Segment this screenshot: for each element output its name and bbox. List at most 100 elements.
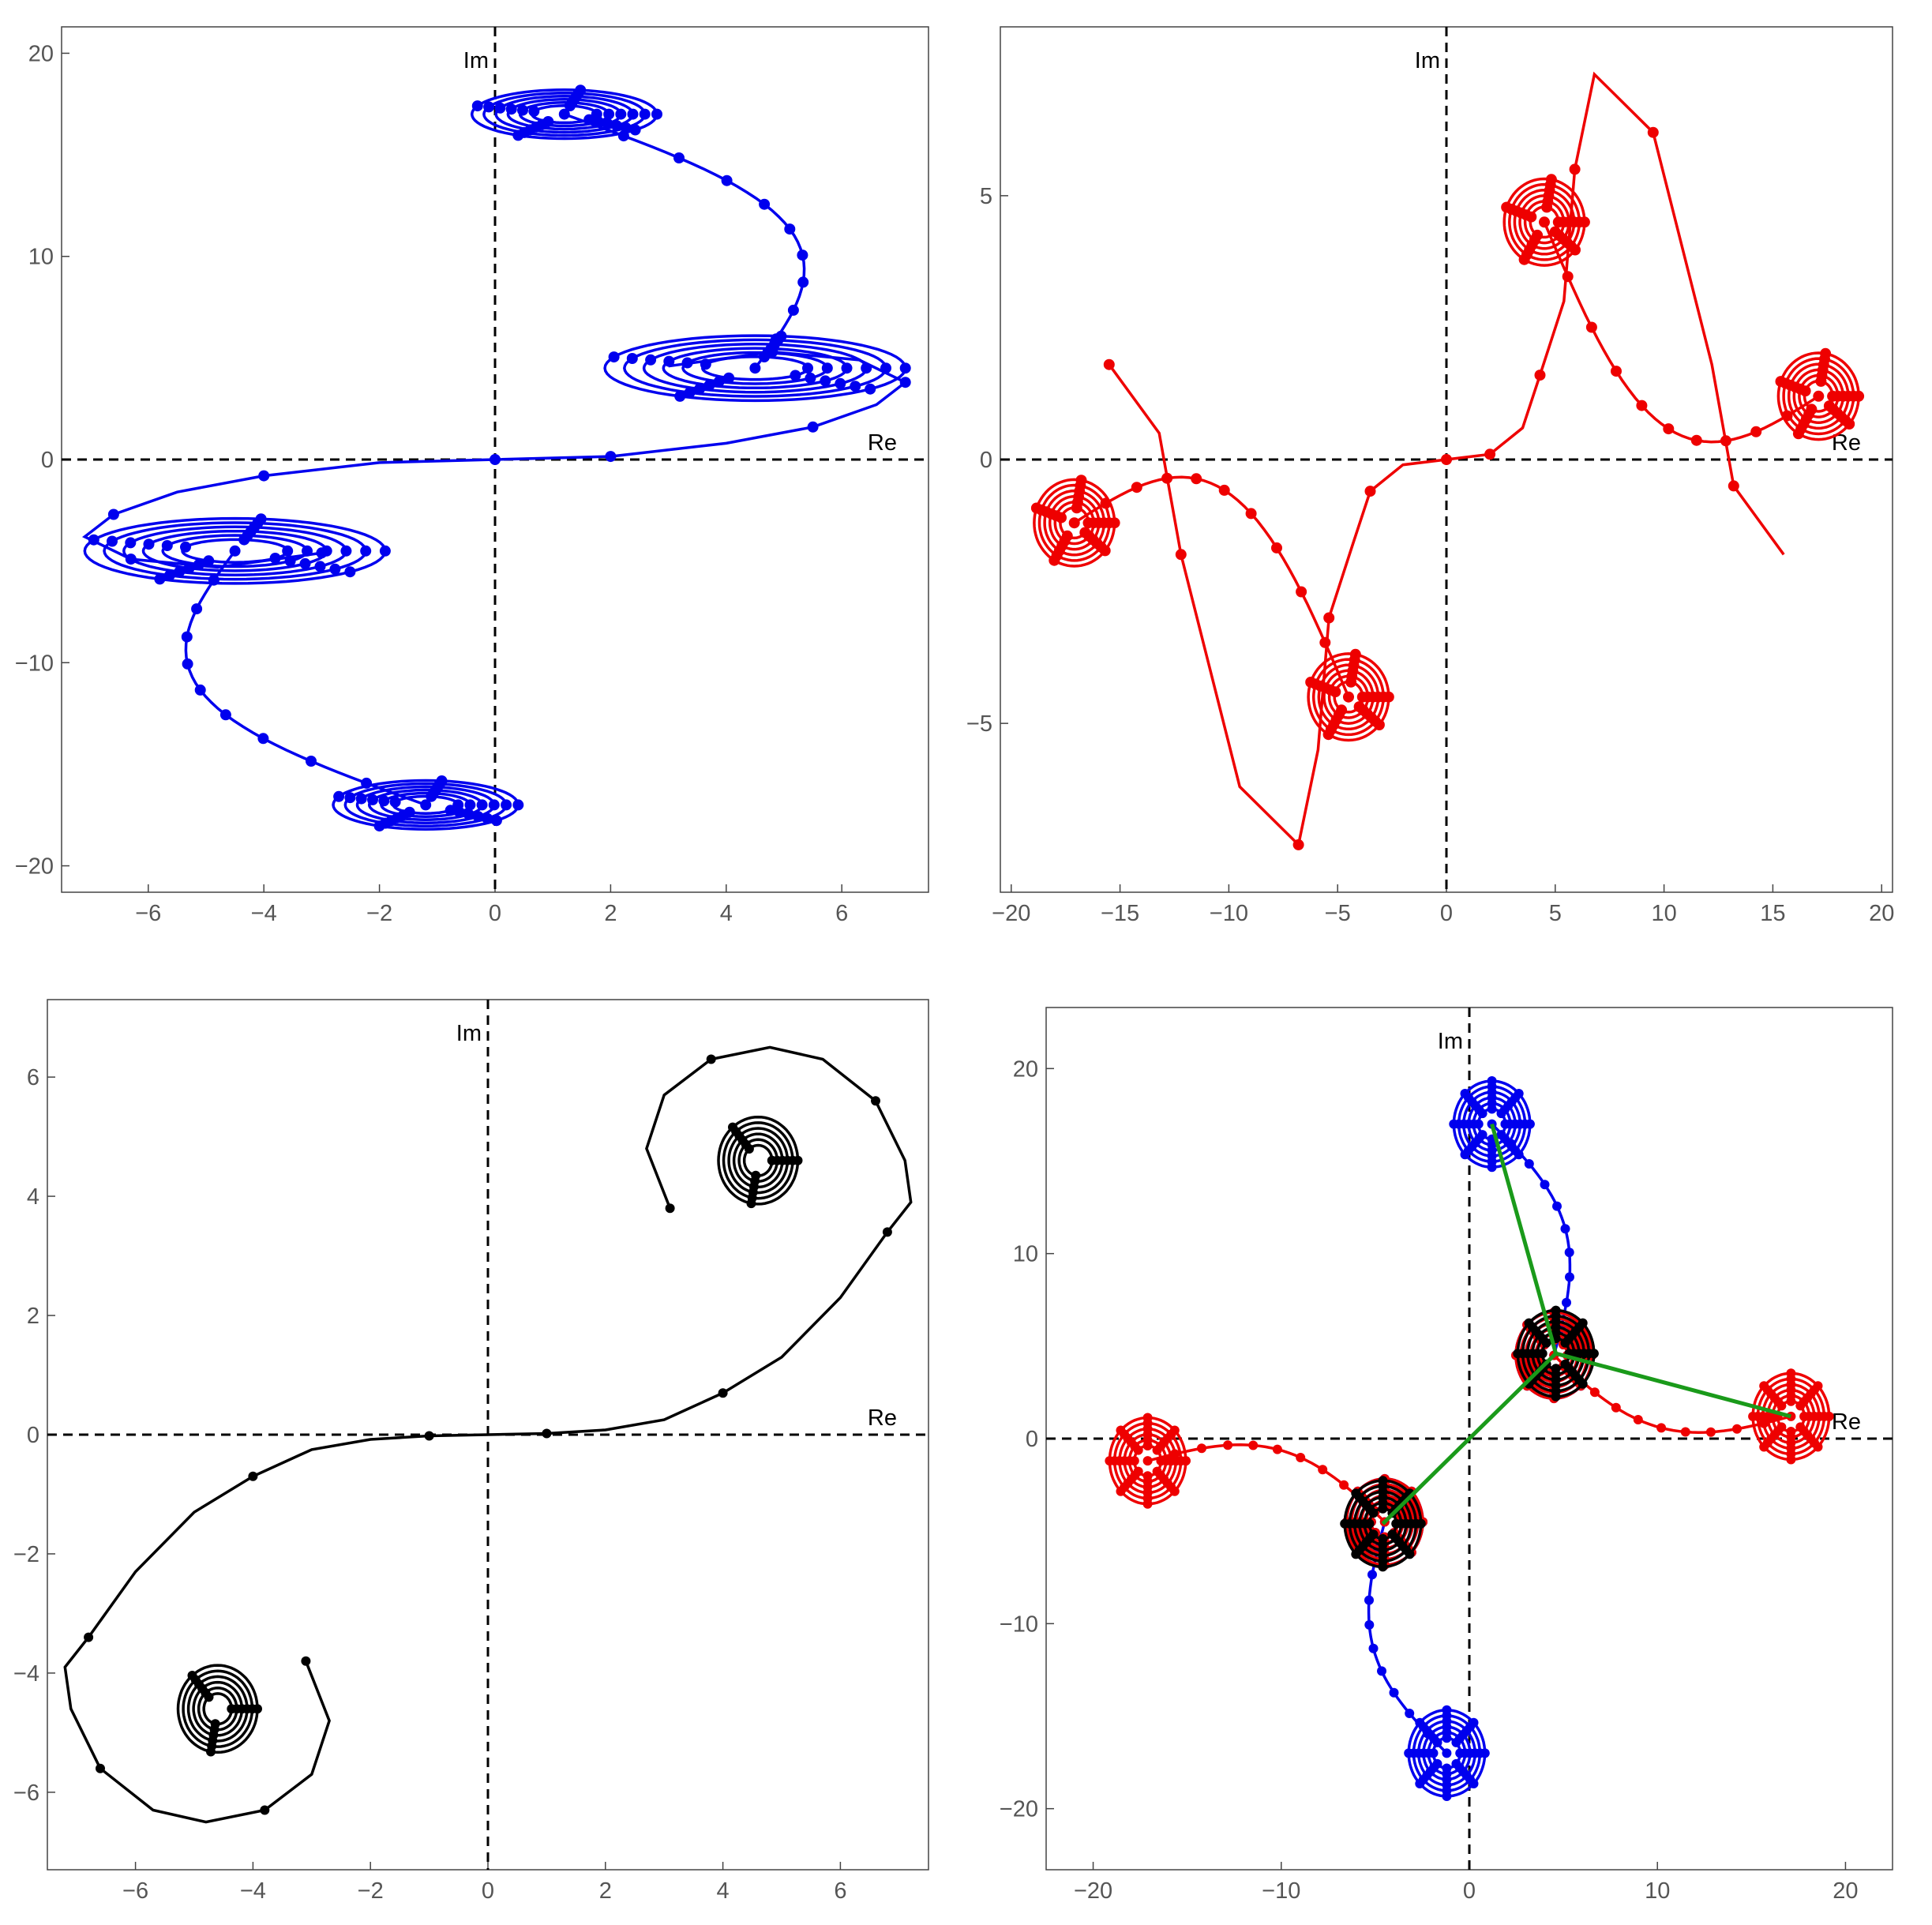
trajectory-point: [871, 1096, 880, 1106]
vortex-4-ring-point: [1133, 1445, 1143, 1455]
vortex-1-ring-curve: [717, 1115, 800, 1206]
vortex-link-point: [194, 684, 206, 696]
vortex-3-ring-curve: [83, 516, 387, 585]
vortex-3-ring-point: [1345, 676, 1357, 688]
vortex-2-ring-point: [1378, 1503, 1388, 1514]
vortex-link-point: [1540, 1180, 1550, 1190]
vortex-3-ring-point: [143, 538, 155, 550]
vortex-1-ring-point: [663, 355, 675, 367]
y-tick-label: 20: [1013, 1056, 1038, 1082]
y-tick-label: −10: [15, 651, 54, 676]
trajectory-point: [718, 1388, 728, 1398]
vortex-link-point: [1319, 636, 1331, 648]
vortex-3-ring-curve: [1327, 674, 1370, 719]
trajectory-point: [1728, 480, 1739, 492]
trajectory-point: [1292, 839, 1304, 850]
real-axis-label: Re: [1832, 1409, 1861, 1435]
vortex-link-point: [1524, 1159, 1534, 1169]
trajectory-point: [1484, 448, 1496, 460]
trajectory-curve: [63, 1045, 913, 1824]
vortex-4-ring-point: [488, 799, 500, 811]
y-tick-label: −4: [13, 1661, 39, 1687]
vortex-link-point: [1339, 1480, 1349, 1490]
vortex-1-ring-point: [608, 351, 620, 363]
vortex-3-ring-curve: [103, 521, 367, 581]
vortex-link-point: [1589, 1387, 1600, 1398]
vortex-link-point: [1218, 484, 1230, 496]
vortex-2-ring-curve: [202, 1692, 234, 1726]
vortex-4-ring-point: [1455, 1748, 1465, 1758]
vortex-link-point: [1296, 586, 1307, 598]
vortex-1-ring-point: [1541, 1338, 1551, 1348]
vortex-1-ring-curve: [642, 343, 868, 394]
vortex-2-ring-point: [1368, 1529, 1379, 1540]
vortex-3-ring-point: [344, 566, 356, 578]
x-tick-label: 4: [720, 901, 733, 926]
vortex-4-ring-point: [1129, 1456, 1139, 1466]
vortex-2-ring-curve: [197, 1687, 238, 1732]
trajectory-point: [248, 1471, 258, 1481]
vortex-4-ring-point: [1428, 1748, 1439, 1758]
vortex-4-ring-point: [389, 796, 401, 808]
vortex-2-ring-point: [651, 108, 662, 120]
vortex-3-ring-point: [282, 545, 294, 557]
connector-line: [1555, 1351, 1792, 1419]
trajectory-point: [1441, 454, 1452, 465]
vortex-link-point: [1585, 321, 1597, 333]
vortex-4-ring-point: [1056, 512, 1067, 523]
vortex-1-ring-point: [790, 370, 801, 381]
vortex-link-point: [181, 631, 193, 643]
vortex-2-ring-point: [210, 1719, 220, 1729]
x-tick-label: −6: [135, 901, 161, 926]
vortex-4-ring-point: [403, 806, 415, 818]
vortex-link-point: [1364, 1619, 1375, 1630]
vortex-1-ring-curve: [732, 1132, 784, 1189]
vortex-link-point: [1656, 1423, 1667, 1433]
vortex-link-point: [191, 603, 203, 615]
trajectory-point: [258, 470, 270, 482]
vortex-link-point: [1272, 1444, 1282, 1454]
trajectory-point: [96, 1763, 105, 1773]
x-tick-label: 10: [1651, 901, 1676, 926]
x-tick-label: 4: [717, 1878, 730, 1904]
vortex-link-point: [1142, 1456, 1153, 1466]
vortex-3-ring-point: [340, 545, 352, 557]
vortex-link-point: [771, 333, 782, 345]
vortex-link-curve: [1073, 475, 1350, 698]
vortex-link-point: [673, 152, 685, 163]
vortex-1-ring-point: [1560, 1359, 1570, 1369]
trajectory-point: [260, 1805, 270, 1815]
vortex-1-ring-point: [645, 354, 657, 366]
vortex-2-ring-point: [1378, 1533, 1388, 1544]
trajectory-point: [882, 1227, 892, 1237]
vortex-4-ring-point: [472, 811, 484, 823]
vortex-4-ring-point: [1442, 1763, 1452, 1773]
vortex-2-ring-point: [611, 120, 623, 132]
vortex-2-ring-point: [1364, 1518, 1375, 1529]
vortex-2-ring-curve: [470, 88, 658, 141]
vortex-1-ring-curve: [1513, 188, 1576, 256]
vortex-link-point: [1611, 366, 1622, 377]
vortex-2-ring-point: [1387, 1529, 1397, 1540]
vortex-4-ring-point: [1079, 527, 1091, 538]
vortex-link-point: [617, 130, 629, 142]
vortex-link-point: [1690, 434, 1702, 446]
vortex-2-ring-point: [471, 100, 483, 112]
vortex-link-point: [1750, 426, 1762, 437]
vortex-link-point: [759, 198, 771, 210]
vortex-link-point: [1191, 473, 1202, 485]
vortex-2-ring-curve: [1776, 351, 1860, 441]
vortex-link-point: [1377, 1666, 1386, 1676]
vortex-1-ring-point: [1532, 229, 1544, 241]
vortex-1-ring-curve: [742, 1143, 774, 1177]
vortex-2-ring-curve: [482, 92, 647, 137]
vortex-2-ring-point: [542, 116, 554, 127]
vortex-2-ring-curve: [1798, 373, 1840, 418]
vortex-link-point: [182, 658, 193, 670]
vortex-1-ring-curve: [737, 1138, 779, 1183]
vortex-link-point: [1197, 1443, 1206, 1454]
vortex-1-ring-point: [744, 1144, 754, 1154]
vortex-2-ring-curve: [494, 95, 635, 134]
vortex-link-point: [797, 276, 809, 288]
vortex-4-ring-point: [1082, 517, 1094, 529]
